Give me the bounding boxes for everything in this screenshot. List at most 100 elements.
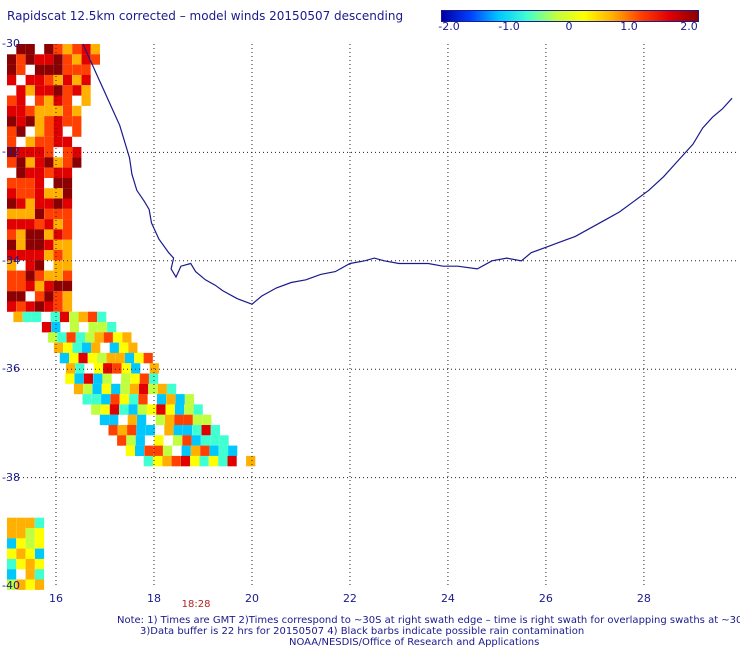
- swath-cell: [62, 219, 73, 230]
- swath-cell: [87, 311, 97, 323]
- swath-cell: [22, 311, 32, 323]
- swath-cell: [34, 136, 45, 148]
- graticule: [7, 44, 737, 586]
- swath-cell: [44, 74, 54, 86]
- swath-cell: [53, 54, 63, 65]
- swath-cell: [62, 167, 73, 178]
- swath-cell: [62, 270, 73, 281]
- swath-cell: [69, 311, 79, 323]
- swath-cell: [115, 352, 125, 364]
- swath-cell: [78, 311, 88, 323]
- swath-cell: [34, 548, 45, 559]
- swath-cell: [34, 208, 45, 220]
- swath-cell: [183, 414, 193, 426]
- swath-cell: [72, 342, 82, 353]
- swath-cell: [7, 74, 17, 86]
- swath-cell: [149, 373, 159, 384]
- swath-cell: [137, 404, 147, 415]
- swath-cell: [121, 373, 131, 384]
- swath-cell: [72, 64, 82, 75]
- swath-cell: [34, 85, 45, 96]
- swath-cell: [128, 342, 138, 353]
- latitude-label: -40: [2, 579, 20, 592]
- swath-cell: [72, 44, 82, 55]
- swath-cell: [129, 383, 139, 395]
- swath-cell: [227, 455, 237, 467]
- swath-cell: [32, 311, 42, 323]
- swath-cell: [16, 538, 26, 549]
- swath-cell: [16, 167, 26, 178]
- swath-cell: [180, 455, 191, 467]
- swath-cell: [219, 435, 229, 446]
- swath-cell: [147, 404, 157, 415]
- swath-cell: [7, 250, 17, 261]
- swath-cell: [34, 250, 45, 261]
- swath-cell: [7, 528, 17, 539]
- swath-cell: [53, 85, 63, 96]
- swath-cell: [53, 208, 63, 220]
- swath-cell: [62, 105, 73, 117]
- swath-cell: [153, 445, 163, 456]
- swath-cell: [65, 373, 75, 384]
- swath-cell: [218, 445, 228, 456]
- swath-cell: [25, 280, 35, 292]
- swath-cell: [174, 404, 185, 415]
- swath-cell: [7, 569, 17, 580]
- longitude-label: 26: [538, 592, 553, 605]
- swath-cell: [53, 136, 63, 148]
- swath-cell: [83, 373, 93, 384]
- swath-cell: [191, 435, 201, 446]
- swath-cell: [62, 229, 73, 240]
- swath-cell: [47, 332, 58, 343]
- swath-cell: [25, 558, 35, 570]
- swath-cell: [34, 239, 45, 251]
- swath-cell: [16, 44, 26, 55]
- swath-cell: [138, 394, 148, 405]
- swath-cell: [110, 394, 120, 405]
- swath-cell: [200, 435, 211, 446]
- swath-cell: [44, 147, 54, 158]
- swath-cell: [16, 177, 26, 189]
- swath-cell: [69, 322, 79, 333]
- swath-cell: [34, 198, 45, 209]
- swath-cell: [62, 54, 73, 65]
- swath-cell: [7, 177, 17, 189]
- swath-cell: [109, 414, 119, 426]
- swath-cell: [93, 373, 103, 384]
- swath-cell: [16, 85, 26, 96]
- swath-cell: [127, 414, 137, 426]
- swath-cell: [16, 528, 26, 539]
- swath-cell: [16, 54, 26, 65]
- swath-cell: [16, 208, 26, 220]
- swath-cell: [156, 404, 166, 415]
- swath-cell: [157, 394, 167, 405]
- swath-cell: [34, 95, 45, 106]
- swath-cell: [72, 126, 82, 137]
- swath-cell: [34, 157, 45, 168]
- swath-cell: [62, 250, 73, 261]
- swath-cell: [25, 188, 35, 199]
- swath-cell: [34, 538, 45, 549]
- swath-cell: [69, 352, 79, 364]
- colorbar: [441, 10, 699, 22]
- swath-cell: [25, 239, 35, 251]
- coastline: [82, 43, 733, 305]
- swath-cell: [210, 435, 220, 446]
- swath-cell: [44, 105, 54, 117]
- swath-cell: [7, 291, 17, 302]
- swath-cell: [53, 250, 63, 261]
- swath-cell: [25, 270, 35, 281]
- swath-cell: [62, 198, 73, 209]
- longitude-label: 28: [636, 592, 651, 605]
- swath-cell: [50, 311, 60, 323]
- swath-cell: [165, 414, 175, 426]
- swath-cell: [192, 414, 203, 426]
- swath-cell: [34, 105, 45, 117]
- swath-cell: [130, 373, 140, 384]
- swath-cell: [44, 126, 54, 137]
- swath-cell: [34, 177, 45, 189]
- swath-cell: [59, 311, 70, 323]
- swath-cell: [62, 85, 73, 96]
- swath-cell: [175, 394, 185, 405]
- swath-cell: [53, 105, 63, 117]
